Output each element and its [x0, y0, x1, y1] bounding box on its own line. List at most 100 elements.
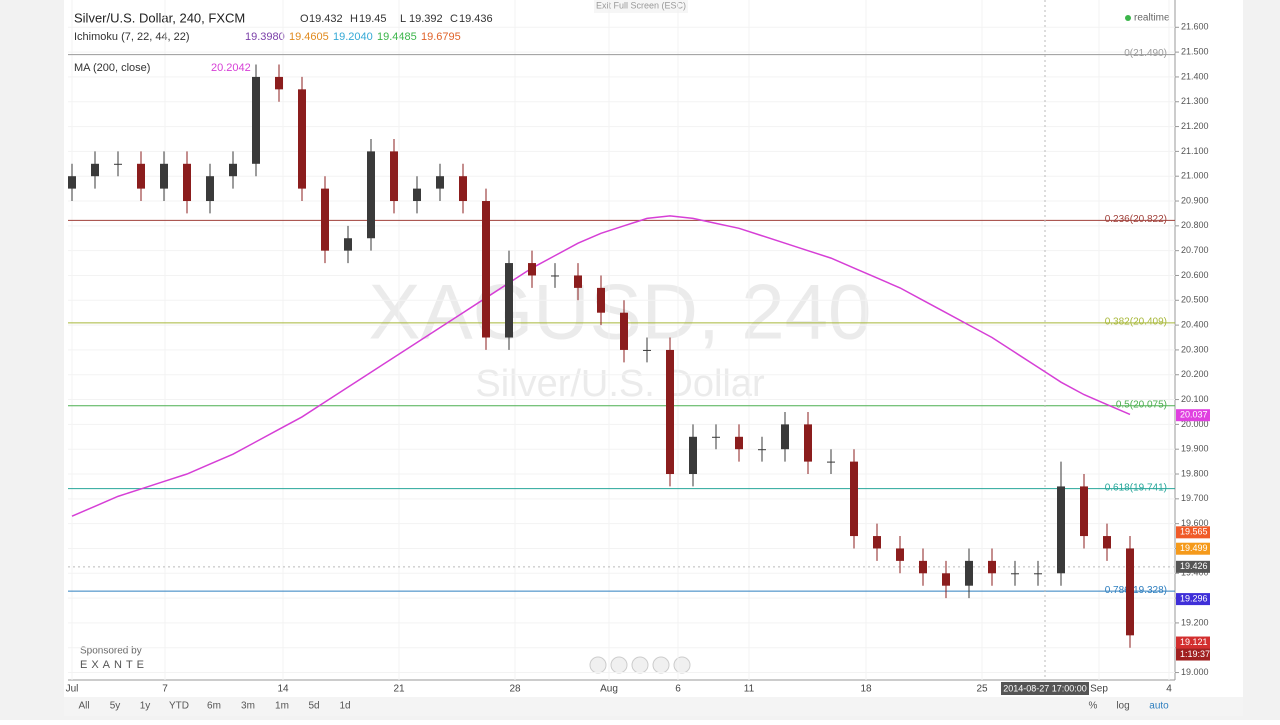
y-tick-label: 20.600 — [1181, 270, 1209, 280]
crosshair-tag — [1001, 682, 1089, 695]
y-tick-label: 21.500 — [1181, 46, 1209, 56]
ichimoku-value: 19.4605 — [289, 31, 329, 43]
x-tick-label: 21 — [393, 684, 405, 695]
candle-body — [827, 461, 835, 463]
range-button[interactable]: 1d — [339, 701, 350, 712]
range-button[interactable]: 5d — [308, 701, 319, 712]
nav-left[interactable] — [589, 656, 607, 674]
candle-body — [712, 436, 720, 438]
zoom-out[interactable] — [610, 656, 628, 674]
sponsor-brand[interactable]: EXANTE — [80, 659, 148, 671]
y-tick-label: 21.200 — [1181, 121, 1209, 131]
fib-label: 0(21.490) — [1124, 48, 1167, 59]
candle-body — [1126, 548, 1134, 636]
ichimoku-value: 19.4485 — [377, 31, 417, 43]
ohlc-value: 19.392 — [409, 13, 443, 25]
ohlc-key: L — [400, 13, 406, 25]
status-dot — [1125, 15, 1131, 21]
candle-body — [298, 89, 306, 189]
price-tag — [1176, 526, 1210, 539]
range-button[interactable]: 5y — [110, 701, 121, 712]
range-button[interactable]: 1m — [275, 701, 289, 712]
candle-body — [114, 163, 122, 165]
symbol-title[interactable]: Silver/U.S. Dollar, 240, FXCM — [74, 10, 245, 25]
x-tick-label: 4 — [1166, 684, 1172, 695]
y-tick-label: 21.100 — [1181, 146, 1209, 156]
candle-body — [413, 188, 421, 202]
candle-body — [919, 560, 927, 574]
exit-button[interactable] — [594, 0, 688, 13]
price-tag-label: 19.426 — [1180, 561, 1208, 571]
ichimoku-value: 19.2040 — [333, 31, 373, 43]
candle-body — [1011, 573, 1019, 575]
range-button[interactable]: All — [78, 701, 89, 712]
candle-body — [91, 163, 99, 177]
scale-button[interactable]: auto — [1149, 701, 1169, 712]
scale-button[interactable]: log — [1116, 701, 1129, 712]
fib-label: 0.382(20.409) — [1105, 317, 1167, 328]
bottom-toolbar — [64, 697, 1243, 716]
price-tag — [1176, 542, 1210, 555]
ichimoku-label[interactable]: Ichimoku (7, 22, 44, 22) — [74, 31, 190, 43]
chart-panel — [64, 0, 1243, 716]
x-tick-label: Jul — [66, 684, 79, 695]
ma-value: 20.2042 — [211, 62, 251, 74]
realtime-label: realtime — [1134, 13, 1170, 24]
price-tag-label: 19.296 — [1180, 593, 1208, 603]
watermark-name: Silver/U.S. Dollar — [475, 363, 765, 405]
fib-label: 0.786(19.328) — [1105, 585, 1167, 596]
y-tick-label: 21.300 — [1181, 96, 1209, 106]
x-tick-label: 14 — [277, 684, 289, 695]
candle-body — [229, 163, 237, 177]
crosshair-label: 2014-08-27 17:00:00 — [1003, 683, 1087, 693]
x-tick-label: 28 — [509, 684, 521, 695]
price-tag-label: 19.499 — [1180, 543, 1208, 553]
y-tick-label: 19.800 — [1181, 468, 1209, 478]
candle-body — [597, 287, 605, 313]
scale-button[interactable]: % — [1089, 701, 1098, 712]
candle-body — [965, 560, 973, 586]
y-tick-label: 20.200 — [1181, 369, 1209, 379]
y-tick-label: 19.600 — [1181, 518, 1209, 528]
ohlc-key: C — [450, 13, 458, 25]
candle-body — [988, 560, 996, 574]
y-tick-label: 21.400 — [1181, 71, 1209, 81]
candle-body — [367, 151, 375, 239]
candle-body — [390, 151, 398, 202]
exit-label[interactable]: Exit Full Screen (ESC) — [596, 0, 686, 10]
price-tag-label: 20.037 — [1180, 410, 1208, 420]
nav-right[interactable] — [673, 656, 691, 674]
ma-label[interactable]: MA (200, close) — [74, 62, 150, 74]
y-tick-label: 20.100 — [1181, 394, 1209, 404]
y-tick-label: 21.600 — [1181, 22, 1209, 32]
candle-body — [873, 536, 881, 549]
x-tick-label: 6 — [675, 684, 681, 695]
candle-body — [574, 275, 582, 288]
zoom-in[interactable] — [652, 656, 670, 674]
sponsor-text: Sponsored by — [80, 646, 142, 657]
fib-label: 0.5(20.075) — [1116, 399, 1167, 410]
x-tick-label: 25 — [976, 684, 988, 695]
candle-body — [643, 349, 651, 351]
reset[interactable] — [631, 656, 649, 674]
y-tick-label: 20.300 — [1181, 344, 1209, 354]
candle-body — [942, 573, 950, 586]
candle-body — [735, 436, 743, 450]
candle-body — [528, 263, 536, 276]
price-tag-label: 19.565 — [1180, 527, 1208, 537]
candle-body — [252, 76, 260, 164]
candle-body — [68, 176, 76, 189]
candle-body — [206, 176, 214, 202]
candle-body — [804, 424, 812, 462]
fib-label: 0.236(20.822) — [1105, 214, 1167, 225]
y-tick-label: 20.700 — [1181, 245, 1209, 255]
range-button[interactable]: 3m — [241, 701, 255, 712]
ohlc-value: 19.432 — [309, 13, 343, 25]
candle-body — [275, 76, 283, 90]
price-tag — [1176, 593, 1210, 606]
range-button[interactable]: 6m — [207, 701, 221, 712]
x-tick-label: 18 — [860, 684, 872, 695]
range-button[interactable]: 1y — [140, 701, 151, 712]
x-tick-label: Aug — [600, 684, 618, 695]
range-button[interactable]: YTD — [169, 701, 189, 712]
